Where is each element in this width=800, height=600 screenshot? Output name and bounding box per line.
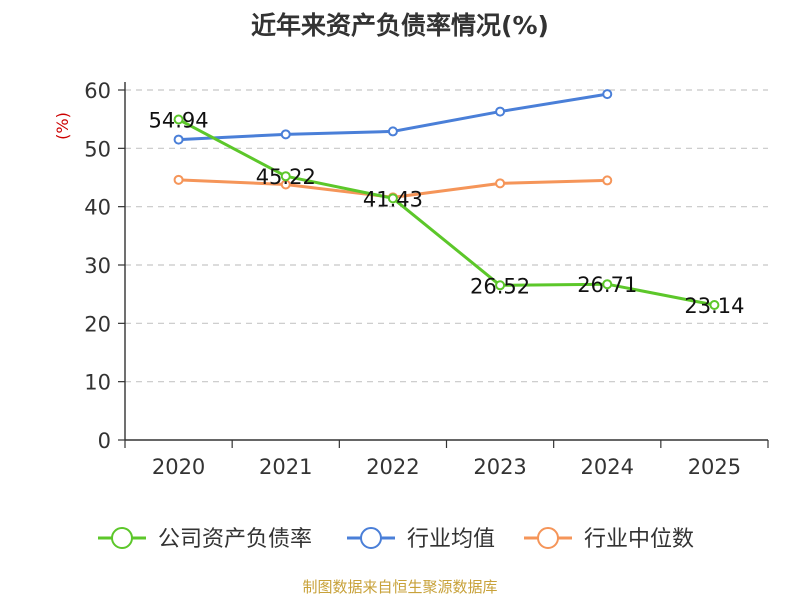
data-point [495,106,506,117]
data-point [495,280,506,291]
y-tick-label: 60 [84,79,111,103]
data-point [280,129,291,140]
data-label: 41.43 [363,187,423,211]
data-point [709,300,720,311]
legend-item[interactable]: 公司资产负债率 [98,527,312,552]
y-tick-label: 10 [84,371,111,395]
data-point [495,178,506,189]
data-point [387,126,398,137]
data-point [602,175,613,186]
data-label: 23.14 [684,294,744,318]
y-tick-label: 30 [84,254,111,278]
series-line [177,118,715,307]
y-tick-label: 40 [84,196,111,220]
y-axis-unit-label: (%) [53,112,72,140]
data-label: 45.22 [256,165,316,189]
data-label: 26.52 [470,274,530,298]
data-source-note: 制图数据来自恒生聚源数据库 [302,578,497,596]
data-label: 26.71 [577,273,637,297]
data-label: 54.94 [149,109,209,133]
x-tick-label: 2025 [688,455,741,479]
data-point [173,114,184,125]
chart-title: 近年来资产负债率情况(%) [251,11,549,40]
x-tick-label: 2020 [152,455,205,479]
data-label-layer: 54.94 45.22 41.43 26.52 26.71 23.14 [149,109,745,318]
legend-label: 行业均值 [407,527,495,552]
legend-marker-icon [111,527,133,549]
legend-label: 公司资产负债率 [158,527,312,552]
legend-item[interactable]: 行业均值 [347,527,495,552]
legend: 公司资产负债率 行业均值 行业中位数 [98,527,694,552]
data-point [387,193,398,204]
x-tick-label: 2022 [366,455,419,479]
legend-item[interactable]: 行业中位数 [524,527,694,552]
legend-label: 行业中位数 [584,527,694,552]
data-point [280,171,291,182]
x-tick-label: 2024 [581,455,634,479]
data-point [602,89,613,100]
x-tick-label: 2021 [259,455,312,479]
y-tick-label: 20 [84,312,111,336]
data-point [173,174,184,185]
y-tick-label: 0 [98,429,111,453]
legend-marker-icon [360,527,382,549]
legend-marker-icon [537,527,559,549]
data-point [602,279,613,290]
x-tick-label: 2023 [473,455,526,479]
grid-layer [125,89,768,383]
data-point [173,134,184,145]
axis-layer: 0 10 20 30 40 50 60 2020 2021 2022 2023 2024 2025 [84,79,769,479]
series-layer [173,89,720,311]
y-tick-label: 50 [84,137,111,161]
